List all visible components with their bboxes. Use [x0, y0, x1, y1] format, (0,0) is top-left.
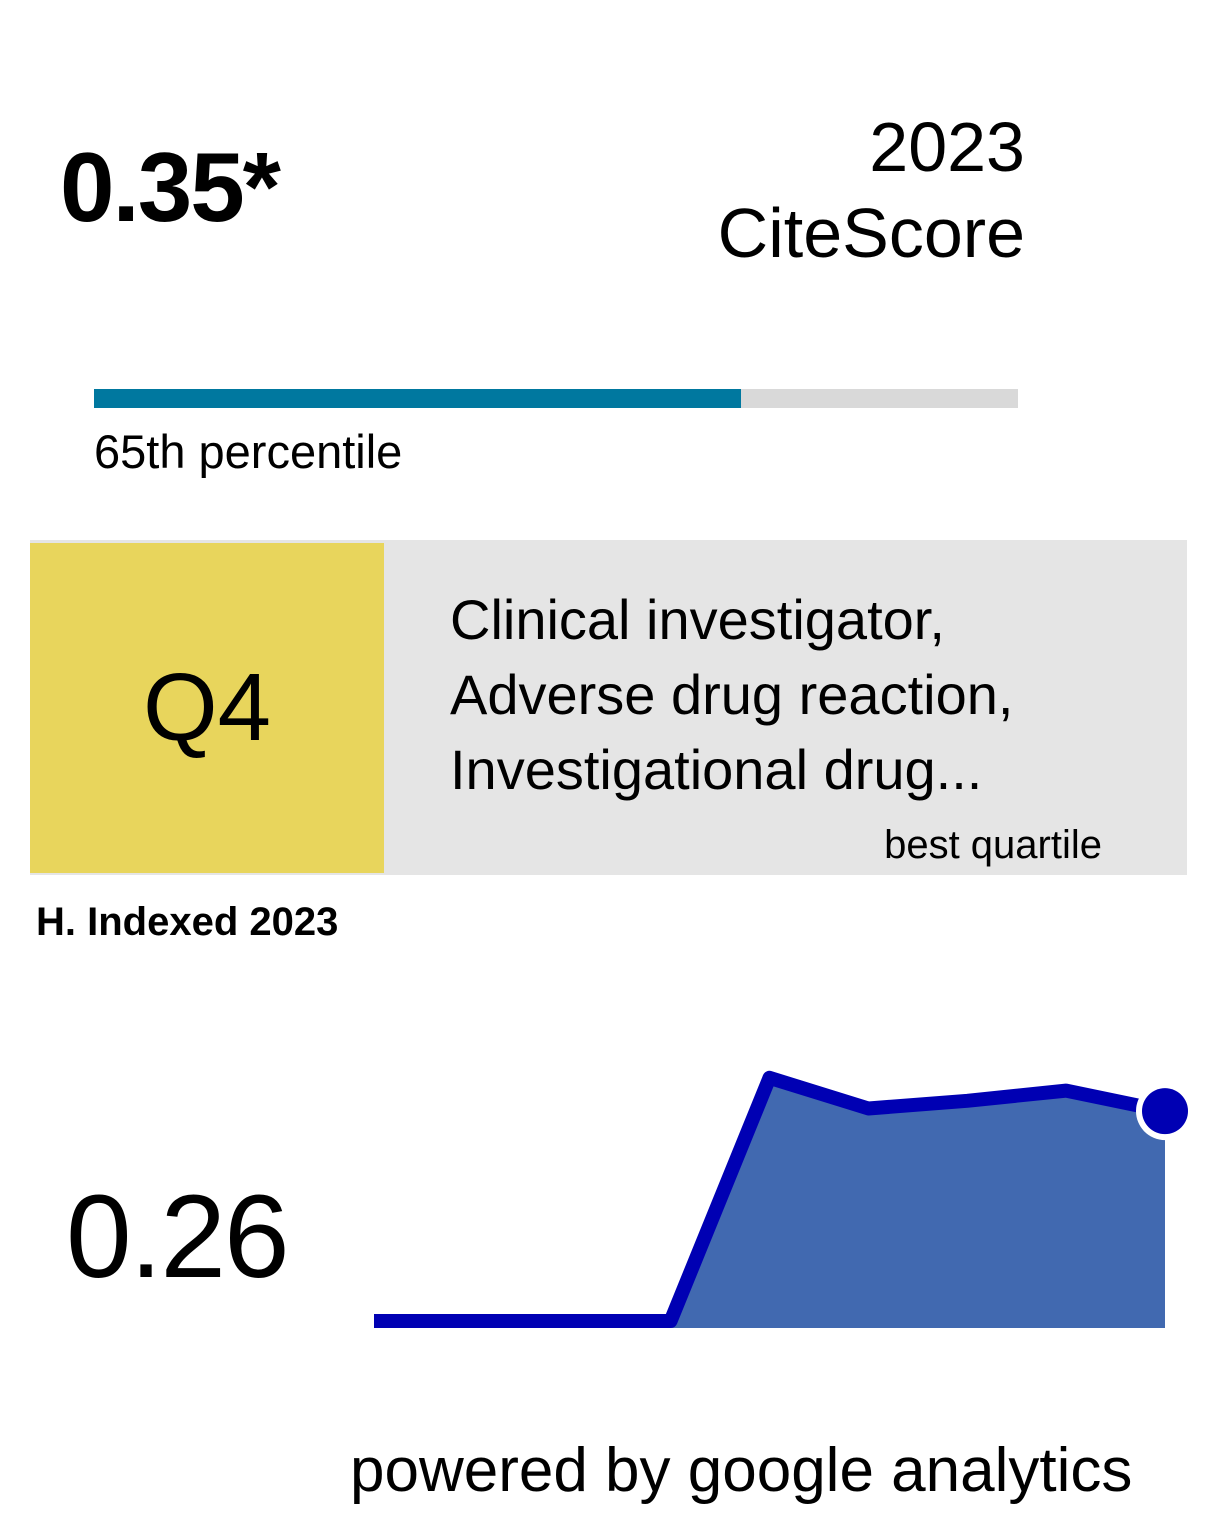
quartile-panel: Q4 Clinical investigator, Adverse drug r… [30, 540, 1187, 875]
trend-chart [374, 1070, 1194, 1328]
percentile-bar-fill [94, 389, 741, 408]
category-item: Investigational drug... [450, 738, 983, 801]
chart-area [374, 1077, 1165, 1328]
citescore-label: CiteScore [717, 194, 1025, 272]
citescore-value: 0.35* [60, 132, 281, 242]
citescore-year: 2023 [869, 108, 1025, 186]
percentile-label: 65th percentile [94, 425, 403, 478]
quartile-badge: Q4 [30, 543, 384, 873]
category-list: Clinical investigator, Adverse drug reac… [450, 582, 1013, 807]
citescore-heading: 2023 CiteScore [718, 104, 1025, 276]
chart-line [374, 1070, 1167, 1328]
best-quartile-caption: best quartile [884, 823, 1102, 867]
category-item: Adverse drug reaction, [450, 663, 1014, 726]
h-index-label: H. Indexed 2023 [36, 900, 339, 944]
chart-endpoint-marker [1142, 1088, 1188, 1135]
footer-credit: powered by google analytics [350, 1436, 1133, 1505]
h-index-value: 0.26 [66, 1171, 290, 1303]
category-item: Clinical investigator, [450, 588, 945, 651]
quartile-value: Q4 [142, 654, 272, 761]
percentile-bar [94, 389, 1018, 408]
